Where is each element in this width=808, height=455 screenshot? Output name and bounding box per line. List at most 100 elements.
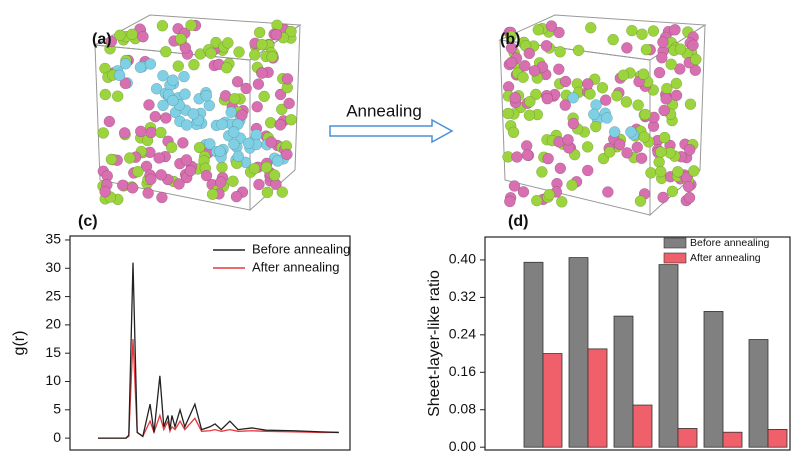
atom <box>228 138 240 151</box>
atom <box>559 99 572 111</box>
atom <box>590 120 602 133</box>
atom <box>502 107 514 120</box>
atom <box>157 69 169 82</box>
atom <box>266 51 278 63</box>
atom <box>157 99 169 112</box>
atom <box>144 58 157 70</box>
atom <box>204 138 216 150</box>
atom <box>528 65 541 77</box>
y-tick-label: 30 <box>45 259 61 275</box>
atom <box>175 33 187 45</box>
bar <box>748 339 769 448</box>
panel-label: (b) <box>500 31 520 48</box>
y-axis-label: Sheet-layer-like ratio <box>426 270 443 417</box>
atom <box>670 89 683 102</box>
atom <box>283 97 295 110</box>
atom <box>661 82 673 95</box>
atom <box>636 28 648 40</box>
atom <box>228 126 240 138</box>
atom <box>631 141 644 153</box>
y-tick-label: 0.40 <box>449 251 476 267</box>
legend-label: Before annealing <box>690 237 770 249</box>
y-tick-label: 0.32 <box>449 288 476 304</box>
atom <box>509 91 521 104</box>
bar <box>722 431 743 448</box>
y-tick-label: 0.16 <box>449 363 476 379</box>
plot-frame <box>69 235 351 451</box>
bar <box>632 404 653 448</box>
atom <box>268 169 281 181</box>
atom <box>536 166 548 178</box>
atom <box>270 28 283 41</box>
atom <box>180 154 193 166</box>
atom <box>521 149 534 161</box>
atom <box>271 155 284 167</box>
atom <box>250 129 263 141</box>
atom <box>258 90 270 103</box>
atom <box>179 41 192 54</box>
y-tick-label: 0 <box>53 429 61 445</box>
atom <box>590 99 602 111</box>
atom <box>505 30 517 43</box>
atom <box>504 195 516 208</box>
atom <box>588 108 600 121</box>
panel-label: (c) <box>78 213 98 230</box>
atom <box>275 103 288 116</box>
atom <box>228 92 241 105</box>
atom <box>160 112 172 124</box>
atom <box>113 69 126 82</box>
atom <box>116 179 129 191</box>
atom <box>214 176 227 188</box>
atom <box>216 118 228 131</box>
atom <box>572 44 585 57</box>
atom <box>519 59 531 72</box>
atom <box>523 47 536 60</box>
atom <box>581 141 594 153</box>
atom <box>264 117 277 129</box>
atom <box>517 71 529 84</box>
atom <box>669 24 681 36</box>
atom <box>220 62 233 74</box>
atom <box>214 145 226 158</box>
atom <box>559 75 572 88</box>
atom <box>541 92 554 105</box>
atom <box>566 179 578 191</box>
atom <box>607 33 619 46</box>
atom <box>611 89 623 102</box>
atom <box>253 26 266 39</box>
atom <box>205 47 217 60</box>
atom <box>185 19 197 31</box>
atom <box>640 43 653 56</box>
atom <box>655 146 667 158</box>
atom <box>647 25 660 37</box>
atom <box>231 76 244 88</box>
atom <box>150 83 163 95</box>
atom <box>632 99 644 111</box>
atom <box>173 178 185 190</box>
atom <box>145 126 157 139</box>
bar <box>523 261 544 448</box>
legend-swatch <box>663 252 687 264</box>
atom <box>665 58 677 71</box>
atom <box>543 188 556 201</box>
atom <box>256 38 268 51</box>
atom <box>178 70 190 83</box>
atom <box>167 74 179 86</box>
legend-label: Before annealing <box>252 241 350 256</box>
legend-label: After annealing <box>252 259 339 274</box>
y-axis-label: g(r) <box>11 331 28 356</box>
atom <box>281 148 293 161</box>
atom <box>200 169 213 182</box>
y-tick-label: 10 <box>45 372 61 388</box>
y-tick-label: 15 <box>45 344 61 360</box>
atom <box>105 35 118 48</box>
line <box>98 339 339 439</box>
atom <box>567 92 579 104</box>
atom <box>635 152 648 165</box>
y-tick-label: 0.24 <box>449 326 476 342</box>
atom <box>532 24 545 36</box>
atom <box>274 88 287 101</box>
atom <box>688 165 700 177</box>
atom <box>184 164 197 177</box>
atom <box>599 94 612 106</box>
